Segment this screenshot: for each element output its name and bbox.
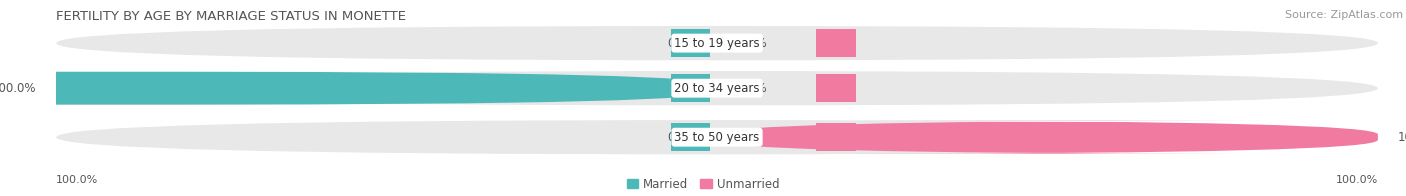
Text: 0.0%: 0.0% (737, 37, 766, 50)
FancyBboxPatch shape (56, 120, 1378, 154)
Legend: Married, Unmarried: Married, Unmarried (621, 173, 785, 195)
Text: 0.0%: 0.0% (668, 131, 697, 144)
Text: 100.0%: 100.0% (56, 175, 98, 185)
Bar (671, 123, 710, 151)
Text: 15 to 19 years: 15 to 19 years (675, 37, 759, 50)
Text: 100.0%: 100.0% (1398, 131, 1406, 144)
Text: 20 to 34 years: 20 to 34 years (675, 82, 759, 95)
Bar (815, 123, 856, 151)
Text: 100.0%: 100.0% (1336, 175, 1378, 185)
Text: 35 to 50 years: 35 to 50 years (675, 131, 759, 144)
Text: 0.0%: 0.0% (668, 37, 697, 50)
Text: Source: ZipAtlas.com: Source: ZipAtlas.com (1285, 10, 1403, 20)
FancyBboxPatch shape (56, 71, 1378, 105)
Bar (671, 74, 710, 102)
Text: 100.0%: 100.0% (0, 82, 37, 95)
FancyBboxPatch shape (56, 26, 1378, 60)
FancyBboxPatch shape (0, 72, 717, 105)
Bar (815, 74, 856, 102)
FancyBboxPatch shape (717, 121, 1378, 154)
Bar (815, 29, 856, 57)
Text: 0.0%: 0.0% (737, 82, 766, 95)
Text: FERTILITY BY AGE BY MARRIAGE STATUS IN MONETTE: FERTILITY BY AGE BY MARRIAGE STATUS IN M… (56, 10, 406, 23)
Bar (671, 29, 710, 57)
